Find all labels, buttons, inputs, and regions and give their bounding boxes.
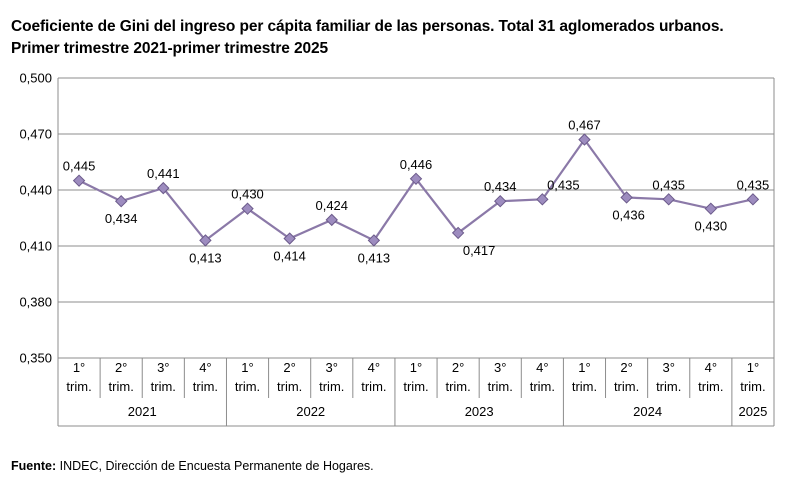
data-point-marker — [367, 234, 381, 247]
data-label: 0,430 — [695, 219, 728, 234]
x-tick-trim: trim. — [614, 379, 639, 394]
x-tick-trim: trim. — [656, 379, 681, 394]
x-tick-quarter: 4° — [199, 360, 211, 375]
chart-title: Coeficiente de Gini del ingreso per cápi… — [11, 18, 724, 35]
data-label: 0,446 — [400, 157, 433, 172]
x-tick-quarter: 3° — [662, 360, 674, 375]
x-year-label: 2023 — [465, 404, 494, 419]
x-tick-quarter: 2° — [620, 360, 632, 375]
data-point-marker — [325, 213, 338, 227]
y-tick-label: 0,350 — [19, 351, 52, 366]
data-label: 0,424 — [315, 198, 348, 213]
x-year-label: 2021 — [128, 404, 157, 419]
x-tick-quarter: 1° — [73, 360, 85, 375]
x-year-label: 2025 — [738, 404, 767, 419]
data-point-marker — [241, 202, 254, 215]
data-label: 0,413 — [189, 250, 222, 265]
x-tick-trim: trim. — [193, 379, 218, 394]
data-point-marker — [704, 202, 718, 215]
data-label: 0,430 — [231, 187, 264, 202]
data-label: 0,467 — [568, 118, 601, 133]
data-point-marker — [494, 194, 507, 208]
data-label: 0,436 — [612, 207, 645, 222]
data-label: 0,413 — [358, 250, 391, 265]
x-tick-trim: trim. — [488, 379, 513, 394]
x-tick-trim: trim. — [66, 379, 91, 394]
x-year-label: 2022 — [296, 404, 325, 419]
x-tick-trim: trim. — [151, 379, 176, 394]
x-tick-trim: trim. — [740, 379, 765, 394]
x-tick-quarter: 3° — [157, 360, 169, 375]
data-label: 0,445 — [63, 159, 96, 174]
y-tick-label: 0,470 — [19, 127, 52, 142]
data-point-marker — [746, 193, 760, 206]
source-label: Fuente: — [11, 459, 57, 473]
data-label: 0,435 — [737, 177, 770, 192]
data-point-marker — [620, 191, 633, 204]
data-label: 0,434 — [484, 179, 517, 194]
data-label: 0,435 — [547, 177, 580, 192]
chart-title-block: Coeficiente de Gini del ingreso per cápi… — [11, 16, 724, 60]
data-label: 0,434 — [105, 211, 138, 226]
data-point-marker — [114, 194, 128, 208]
x-tick-trim: trim. — [109, 379, 134, 394]
x-tick-quarter: 2° — [452, 360, 464, 375]
y-tick-label: 0,410 — [19, 239, 52, 254]
y-tick-label: 0,500 — [19, 71, 52, 86]
x-tick-quarter: 4° — [536, 360, 548, 375]
source-text: INDEC, Dirección de Encuesta Permanente … — [56, 459, 374, 473]
x-year-label: 2024 — [633, 404, 662, 419]
x-tick-trim: trim. — [698, 379, 723, 394]
y-tick-label: 0,440 — [19, 183, 52, 198]
x-tick-trim: trim. — [277, 379, 302, 394]
data-point-marker — [72, 174, 86, 187]
data-label: 0,414 — [273, 249, 306, 264]
x-tick-trim: trim. — [572, 379, 597, 394]
data-point-marker — [409, 172, 423, 186]
x-tick-trim: trim. — [403, 379, 428, 394]
chart-subtitle: Primer trimestre 2021-primer trimestre 2… — [11, 40, 329, 57]
x-tick-trim: trim. — [235, 379, 260, 394]
x-tick-quarter: 1° — [241, 360, 253, 375]
data-point-marker — [451, 226, 465, 240]
x-tick-quarter: 1° — [578, 360, 590, 375]
data-point-marker — [199, 234, 212, 247]
source-note: Fuente: INDEC, Dirección de Encuesta Per… — [11, 459, 374, 473]
x-tick-trim: trim. — [530, 379, 555, 394]
data-point-marker — [578, 133, 591, 146]
x-tick-quarter: 3° — [326, 360, 338, 375]
data-point-marker — [283, 232, 296, 245]
data-point-marker — [662, 193, 675, 206]
x-tick-quarter: 3° — [494, 360, 506, 375]
data-label: 0,441 — [147, 166, 180, 181]
x-tick-quarter: 1° — [410, 360, 422, 375]
x-tick-quarter: 2° — [283, 360, 295, 375]
x-tick-quarter: 2° — [115, 360, 127, 375]
data-label: 0,435 — [652, 177, 685, 192]
x-tick-quarter: 1° — [747, 360, 759, 375]
x-tick-trim: trim. — [445, 379, 470, 394]
data-label: 0,417 — [463, 243, 496, 258]
y-tick-label: 0,380 — [19, 295, 52, 310]
x-tick-trim: trim. — [319, 379, 344, 394]
x-tick-trim: trim. — [361, 379, 386, 394]
x-tick-quarter: 4° — [368, 360, 380, 375]
x-tick-quarter: 4° — [705, 360, 717, 375]
data-point-marker — [157, 181, 170, 195]
data-point-marker — [536, 193, 549, 206]
